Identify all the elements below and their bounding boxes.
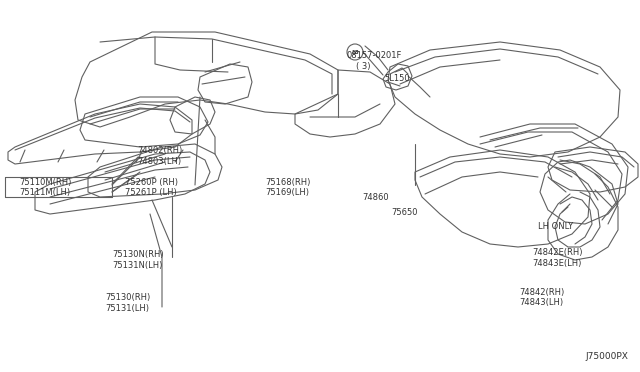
Text: 74802(RH): 74802(RH) [138, 146, 183, 155]
Text: 75131N(LH): 75131N(LH) [112, 261, 163, 270]
Text: 75131(LH): 75131(LH) [106, 304, 150, 312]
Text: 08157-0201F: 08157-0201F [347, 51, 403, 60]
Text: ( 3): ( 3) [356, 62, 371, 71]
Text: 75130N(RH): 75130N(RH) [112, 250, 164, 259]
Text: 5L150: 5L150 [384, 74, 410, 83]
Text: 75169(LH): 75169(LH) [266, 188, 310, 197]
Text: 74860: 74860 [362, 193, 389, 202]
Text: 75260P (RH): 75260P (RH) [125, 178, 178, 187]
Text: 74843E(LH): 74843E(LH) [532, 259, 582, 268]
Text: 74842(RH): 74842(RH) [520, 288, 565, 296]
Text: LH ONLY: LH ONLY [538, 222, 573, 231]
Text: 18: 18 [351, 49, 359, 55]
Text: J75000PX: J75000PX [586, 352, 628, 361]
Text: 75110M(RH): 75110M(RH) [19, 178, 72, 187]
Text: 75650: 75650 [392, 208, 418, 217]
Text: 75261P (LH): 75261P (LH) [125, 188, 177, 197]
Text: 75111M(LH): 75111M(LH) [19, 188, 70, 197]
Text: 75168(RH): 75168(RH) [266, 178, 311, 187]
Text: 74842E(RH): 74842E(RH) [532, 248, 583, 257]
Text: 74803(LH): 74803(LH) [138, 157, 182, 166]
Text: 75130(RH): 75130(RH) [106, 293, 151, 302]
Text: 74843(LH): 74843(LH) [520, 298, 564, 307]
